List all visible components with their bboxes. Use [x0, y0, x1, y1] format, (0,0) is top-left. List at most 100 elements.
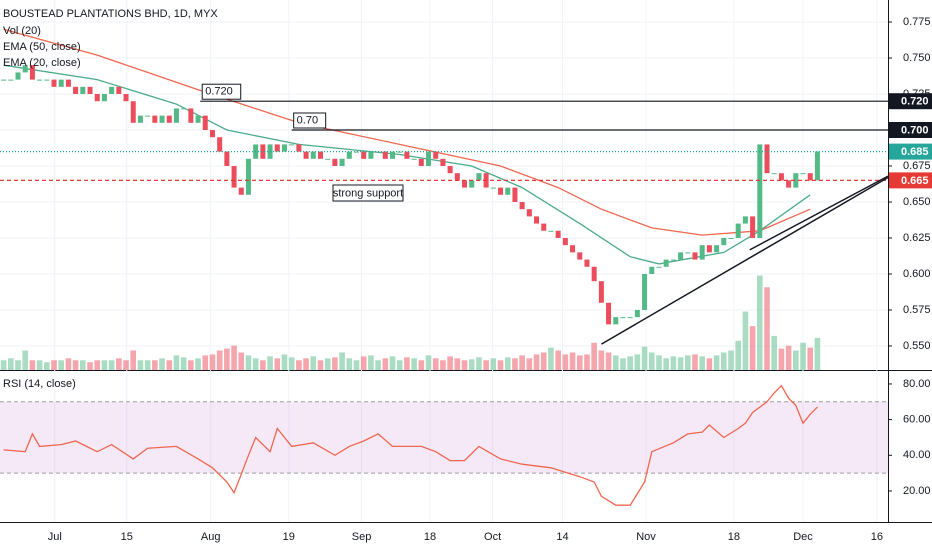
volume-bar	[267, 356, 273, 370]
candle	[317, 151, 323, 159]
price-label: 0.700	[901, 124, 929, 136]
candle	[37, 79, 43, 81]
volume-bar	[627, 356, 633, 370]
candle	[793, 173, 799, 188]
candle	[1, 79, 7, 81]
volume-bar	[339, 352, 345, 370]
volume-bar	[346, 358, 353, 370]
volume-bar	[224, 348, 230, 370]
volume-bar	[8, 358, 14, 370]
volume-bar	[526, 358, 533, 370]
x-tick-label: Oct	[484, 531, 501, 543]
indicator-label: EMA (50, close)	[3, 41, 81, 53]
candle	[555, 230, 561, 238]
volume-bar	[87, 362, 93, 370]
volume-bar	[432, 358, 439, 370]
candle	[433, 151, 439, 159]
volume-bar	[785, 345, 792, 370]
volume-bar	[288, 357, 295, 370]
annotation: strong support	[333, 187, 403, 199]
volume-bar	[58, 360, 65, 370]
volume-bar	[677, 357, 684, 370]
candle	[310, 151, 316, 159]
volume-bar	[310, 356, 317, 370]
volume-bar	[94, 360, 101, 370]
volume-bar	[44, 362, 50, 370]
x-tick-label: Dec	[793, 531, 813, 543]
candle	[29, 65, 35, 80]
candle	[260, 144, 266, 159]
candle	[786, 180, 792, 188]
trend-line	[601, 176, 889, 345]
candle	[325, 158, 331, 160]
volume-bar	[742, 311, 749, 370]
volume-bar	[497, 360, 504, 370]
candle	[130, 101, 136, 123]
candle	[512, 187, 518, 202]
candle	[728, 237, 734, 239]
candle	[447, 165, 453, 174]
candle	[8, 79, 14, 81]
volume-bar	[533, 354, 540, 370]
candle	[476, 173, 482, 181]
price-label-box	[889, 93, 932, 110]
candle	[469, 180, 475, 188]
volume-bar	[317, 360, 324, 370]
volume-bar	[36, 360, 43, 370]
candle	[217, 137, 223, 152]
volume-bar	[396, 360, 403, 370]
candle	[678, 252, 684, 260]
indicator-label: EMA (20, close)	[3, 57, 81, 69]
volume-bar	[296, 360, 302, 370]
volume-bar	[663, 358, 669, 370]
candle	[771, 173, 777, 175]
volume-bar	[728, 350, 734, 370]
candle	[505, 187, 511, 195]
candle	[807, 173, 813, 181]
volume-bar	[116, 358, 122, 370]
rsi-tick-label: 80.00	[903, 378, 931, 390]
price-label-box	[889, 172, 932, 189]
volume-bar	[80, 360, 86, 370]
y-tick-label: 0.775	[903, 16, 931, 28]
volume-bar	[353, 360, 360, 370]
candle	[65, 79, 71, 87]
x-tick-label: Aug	[201, 531, 221, 543]
volume-bar	[245, 355, 252, 370]
candle	[152, 115, 158, 123]
price-label-box	[889, 143, 932, 160]
candle	[699, 245, 705, 260]
candle	[750, 216, 756, 238]
volume-bar	[22, 350, 29, 370]
price-label: 0.720	[901, 96, 929, 108]
candle	[281, 144, 287, 152]
volume-bar	[706, 358, 713, 370]
volume-bar	[360, 356, 367, 370]
rsi-tick-label: 40.00	[903, 449, 931, 461]
volume-bar	[108, 360, 115, 370]
chart-title: BOUSTEAD PLANTATIONS BHD, 1D, MYX	[3, 8, 218, 20]
volume-bar	[483, 360, 489, 370]
volume-bar	[749, 326, 756, 370]
volume-bar	[468, 359, 475, 370]
candle	[656, 266, 662, 268]
candle	[332, 158, 338, 166]
volume-bar	[814, 337, 821, 370]
volume-bar	[173, 355, 180, 370]
volume-bar	[720, 352, 727, 370]
y-tick-label: 0.625	[903, 232, 931, 244]
volume-bar	[195, 358, 201, 370]
volume-bar	[231, 345, 237, 370]
volume-bar	[375, 360, 381, 370]
volume-bar	[757, 275, 763, 370]
y-tick-label: 0.675	[903, 160, 931, 172]
candle	[382, 151, 388, 159]
candle	[440, 158, 446, 166]
candle	[346, 151, 352, 159]
volume-bar	[418, 360, 425, 370]
candle	[598, 281, 604, 303]
candle	[721, 237, 727, 246]
volume-bar	[576, 355, 583, 370]
y-tick-label: 0.750	[903, 52, 931, 64]
candle	[562, 237, 568, 246]
